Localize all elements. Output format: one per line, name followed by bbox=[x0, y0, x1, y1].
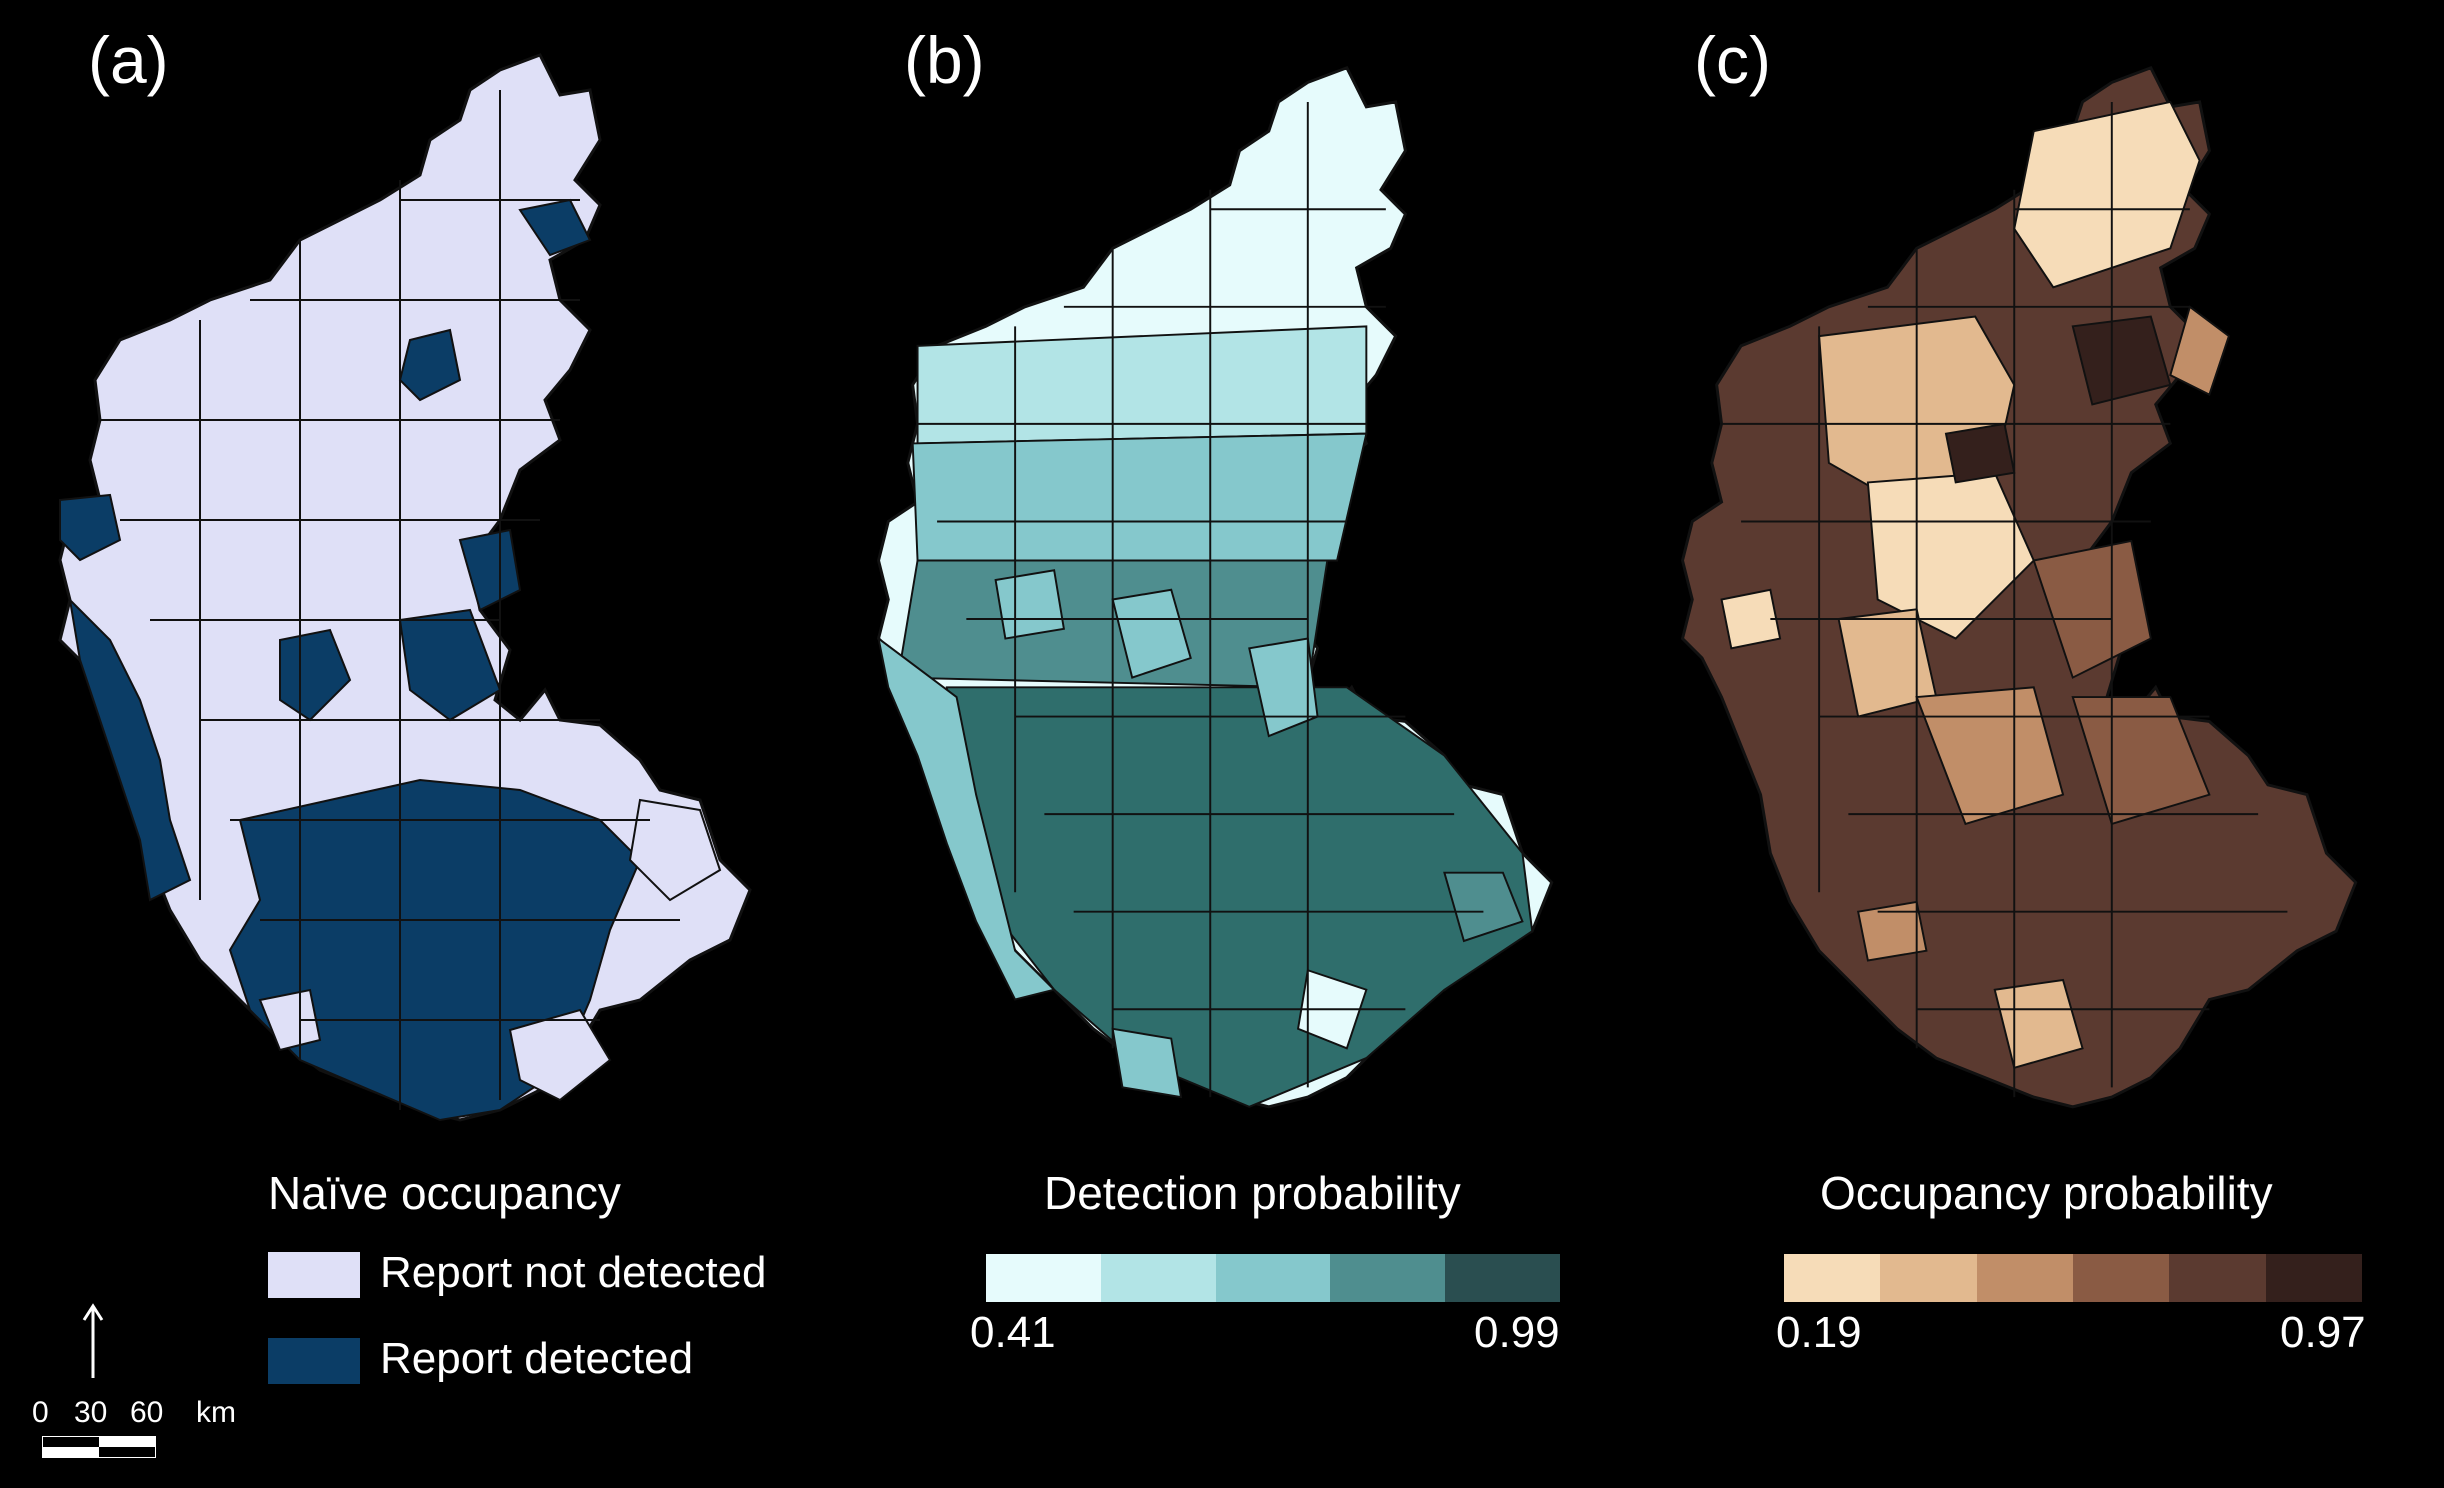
detected-region-ne bbox=[518, 198, 592, 257]
colorbar-min-detection: 0.41 bbox=[970, 1308, 1056, 1357]
colorbar-detection-segment-4 bbox=[1445, 1254, 1560, 1302]
legend-label-detected: Report detected bbox=[380, 1334, 694, 1383]
colorbar-occupancy-segment-2 bbox=[1976, 1254, 2073, 1302]
scale-unit: km bbox=[196, 1396, 236, 1429]
map-detection-probability bbox=[877, 66, 1554, 1109]
detected-region-northwest bbox=[59, 493, 122, 562]
colorbar-occupancy-segment-1 bbox=[1880, 1254, 1977, 1302]
colorbar-occupancy-segment-5 bbox=[2265, 1254, 2362, 1302]
scale-tick-30: 30 bbox=[74, 1396, 108, 1429]
colorbar-occupancy-segment-4 bbox=[2169, 1254, 2266, 1302]
district-layer-a bbox=[58, 53, 752, 1122]
detected-region-coast bbox=[68, 597, 192, 902]
scale-tick-0: 0 bbox=[32, 1396, 49, 1429]
colorbar-max-detection: 0.99 bbox=[1474, 1308, 1560, 1357]
legend-title-c: Occupancy probability bbox=[1820, 1167, 2273, 1219]
colorbar-detection-segment-3 bbox=[1330, 1254, 1446, 1302]
colorbar-detection-segment-1 bbox=[1100, 1254, 1216, 1302]
colorbar-occupancy-segment-0 bbox=[1784, 1254, 1881, 1302]
district-lines-a bbox=[100, 90, 680, 1110]
map-naive-occupancy bbox=[58, 53, 752, 1122]
colorbar-occupancy-segment-3 bbox=[2072, 1254, 2170, 1302]
panel-c: (c) Occupancy probability 0.19 0.97 bbox=[1624, 0, 2444, 1488]
panel-a: (a) Naïve occupancy Report not bbox=[0, 0, 820, 1488]
colorbar-occupancy bbox=[1784, 1254, 2362, 1302]
map-occupancy-probability bbox=[1681, 66, 2358, 1109]
north-arrow-icon bbox=[82, 1303, 104, 1378]
scale-tick-60: 60 bbox=[130, 1396, 164, 1429]
colorbar-detection-segment-0 bbox=[986, 1254, 1101, 1302]
detected-region-mid bbox=[398, 608, 502, 722]
detected-region-north bbox=[398, 328, 462, 402]
panel-label-c: (c) bbox=[1694, 23, 1771, 97]
legend-label-not-detected: Report not detected bbox=[380, 1248, 767, 1297]
legend-swatch-not-detected bbox=[268, 1252, 360, 1298]
legend-swatch-detected bbox=[268, 1338, 360, 1384]
panel-b: (b) Detection probability 0.41 0.99 bbox=[820, 0, 1620, 1488]
colorbar-max-occupancy: 0.97 bbox=[2280, 1308, 2366, 1357]
panel-label-a: (a) bbox=[88, 23, 169, 97]
detected-region-central bbox=[279, 628, 352, 722]
colorbar-detection bbox=[986, 1254, 1560, 1302]
colorbar-min-occupancy: 0.19 bbox=[1776, 1308, 1862, 1357]
legend-title-b: Detection probability bbox=[1044, 1167, 1461, 1219]
colorbar-detection-segment-2 bbox=[1215, 1254, 1331, 1302]
scale-bar bbox=[42, 1436, 156, 1458]
detected-region-east bbox=[458, 528, 522, 612]
legend-title-a: Naïve occupancy bbox=[268, 1167, 621, 1219]
panel-label-b: (b) bbox=[904, 23, 985, 97]
